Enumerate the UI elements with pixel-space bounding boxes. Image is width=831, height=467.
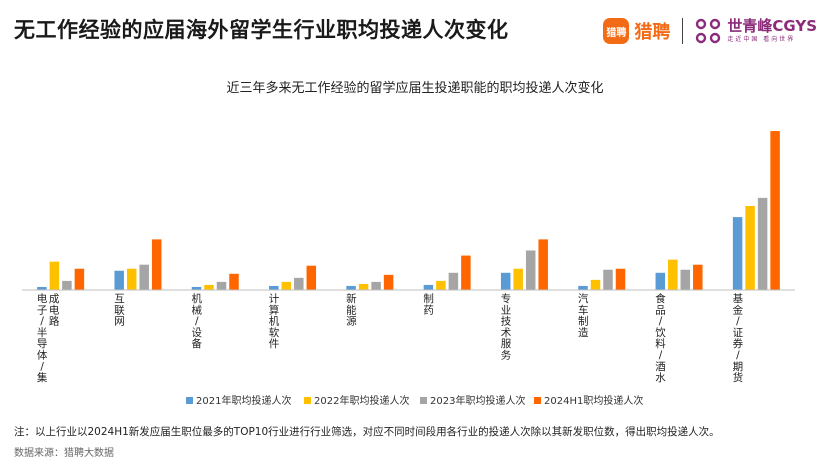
legend-label-3: 2024H1职均投递人次 (544, 394, 643, 407)
liepin-badge-icon: 猎聘 (603, 18, 630, 44)
legend-swatch-1 (304, 397, 311, 404)
category-label: 食品/饮料/酒水 (655, 292, 666, 384)
category-label: 机械/设备 (192, 292, 203, 350)
cgys-slogan: 走近中国 看向世界 (727, 36, 796, 43)
bar-9-series-0 (732, 217, 743, 290)
cgys-logo: 世青峰CGYS 走近中国 看向世界 (695, 18, 817, 44)
legend-label-2: 2023年职均投递人次 (430, 394, 525, 407)
bar-9-series-3 (770, 131, 780, 290)
bar-4-series-1 (358, 283, 369, 290)
bar-5-series-1 (436, 280, 446, 290)
bar-1-series-1 (126, 268, 137, 290)
page-title: 无工作经验的应届海外留学生行业职均投递人次变化 (14, 18, 509, 42)
liepin-logo: 猎聘 猎聘 (603, 18, 670, 44)
bar-5-series-0 (423, 284, 434, 290)
bar-3-series-0 (269, 285, 279, 290)
bar-9-series-1 (745, 205, 755, 290)
bar-1-series-0 (114, 270, 124, 290)
bar-5-series-3 (461, 255, 471, 290)
bar-7-series-1 (590, 279, 601, 290)
bar-1-series-3 (151, 239, 162, 290)
category-label: 基金/证券/期货 (733, 292, 744, 384)
legend-swatch-3 (534, 397, 541, 404)
cgys-name: 世青峰CGYS (727, 17, 817, 35)
category-label: 新能源 (346, 292, 357, 328)
cgys-mark-icon (696, 18, 721, 44)
brand-divider (682, 18, 684, 44)
bar-3-series-3 (306, 265, 317, 290)
legend-swatch-0 (186, 397, 193, 404)
bar-4-series-3 (383, 274, 394, 290)
bar-1-series-2 (139, 264, 149, 290)
bar-0-series-2 (62, 280, 72, 290)
bar-2-series-1 (204, 284, 214, 290)
category-label: 制药 (423, 292, 434, 316)
legend: 2021年职均投递人次 2022年职均投递人次 2023年职均投递人次 2024H1职… (186, 394, 643, 407)
bar-8-series-0 (655, 272, 666, 290)
bar-0-series-3 (74, 268, 85, 290)
bar-7-series-0 (578, 285, 588, 290)
category-label: 计算机软件 (269, 292, 280, 350)
bar-0-series-0 (37, 286, 47, 290)
data-source: 数据来源：猎聘大数据 (14, 448, 114, 459)
bar-6-series-2 (525, 250, 536, 290)
legend-label-0: 2021年职均投递人次 (196, 394, 291, 407)
category-label: 汽车制造 (578, 292, 589, 339)
liepin-name: 猎聘 (634, 22, 671, 43)
bar-7-series-3 (615, 268, 626, 290)
legend-swatch-2 (420, 397, 427, 404)
category-labels: 电子/半导体/集成电路 互联网 机械/设备 计算机软件 新能源 制药 专业技术服务 汽车制造 食… (37, 292, 744, 384)
legend-label-1: 2022年职均投递人次 (314, 394, 409, 407)
bar-5-series-2 (448, 272, 459, 290)
bar-4-series-2 (371, 281, 381, 290)
bar-2-series-2 (216, 281, 227, 290)
category-label: 专业技术服务 (501, 292, 512, 362)
bars-group (37, 131, 780, 290)
bar-3-series-2 (294, 277, 304, 290)
bar-2-series-0 (191, 286, 202, 290)
chart-title: 近三年多来无工作经验的留学应届生投递职能的职均投递人次变化 (226, 80, 603, 96)
bar-6-series-3 (538, 239, 548, 290)
bar-3-series-1 (281, 281, 292, 290)
category-label: 互联网 (114, 293, 125, 328)
bar-2-series-3 (229, 273, 239, 290)
bar-7-series-2 (603, 269, 613, 290)
bar-0-series-1 (49, 261, 60, 290)
bar-8-series-3 (693, 264, 703, 290)
brand-area: 猎聘 猎聘 世青峰CGYS 走近中国 看向世界 (603, 14, 817, 48)
bar-6-series-0 (500, 272, 511, 290)
bar-9-series-2 (757, 197, 768, 290)
bar-8-series-2 (680, 269, 691, 290)
category-label: 电子/半导体/集成电路 (37, 292, 60, 384)
bar-8-series-1 (668, 259, 678, 290)
bar-chart: 近三年多来无工作经验的留学应届生投递职能的职均投递人次变化 电子/半导体/集成电… (22, 80, 795, 407)
bar-6-series-1 (513, 268, 523, 290)
footnote: 注：以上行业以2024H1新发应届生职位最多的TOP10行业进行行业筛选，对应不… (14, 426, 720, 438)
bar-4-series-0 (346, 285, 356, 290)
